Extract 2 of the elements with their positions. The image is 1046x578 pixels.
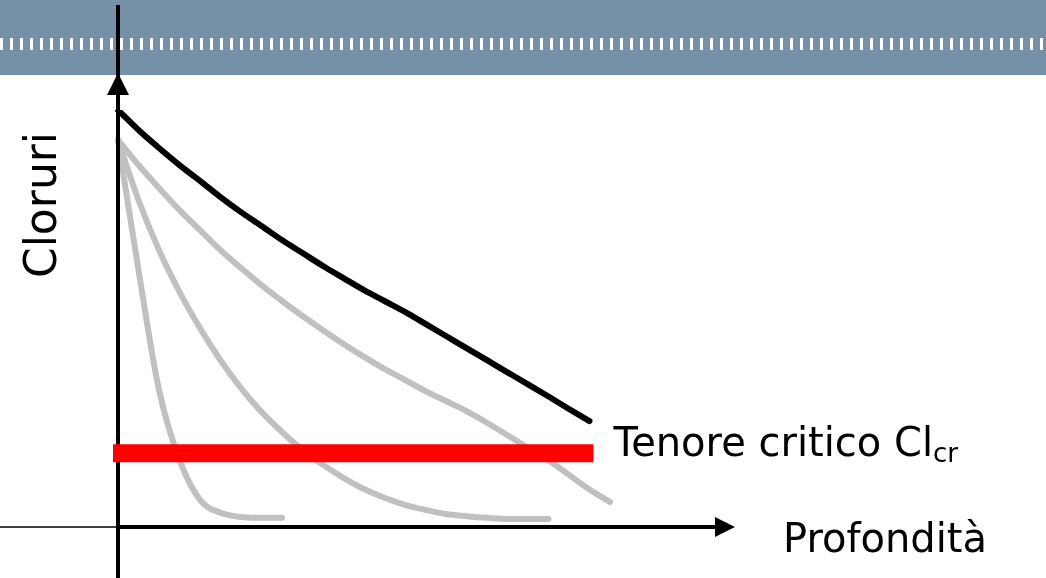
x-axis-title: Profondità — [782, 515, 988, 562]
y-axis-title: Cloruri — [15, 131, 67, 279]
